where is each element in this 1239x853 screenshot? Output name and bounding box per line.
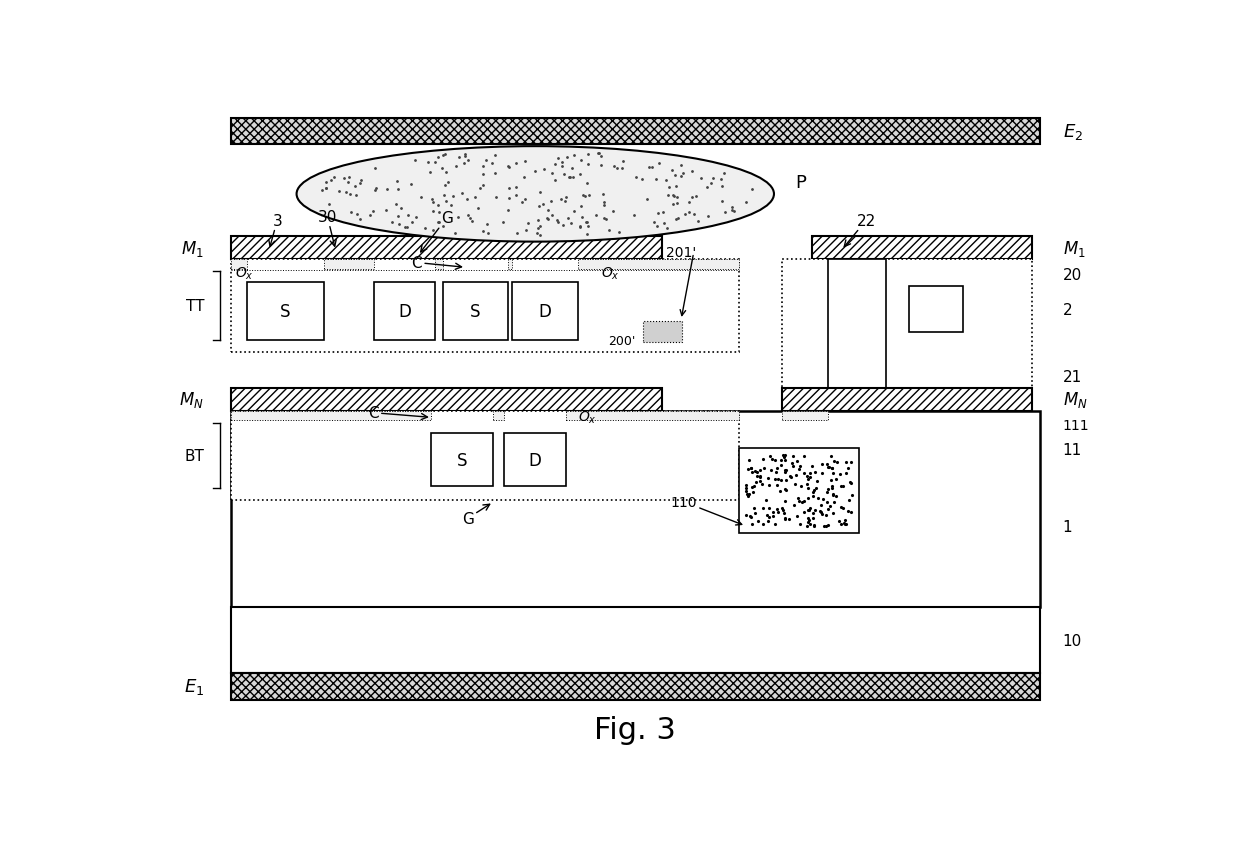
Bar [828,411,886,449]
Bar [232,260,740,352]
Text: 2: 2 [1063,303,1072,317]
Bar [566,411,740,421]
Bar [512,283,577,341]
Text: 201': 201' [667,246,696,259]
Bar [828,260,886,388]
Text: G: G [462,505,489,526]
Ellipse shape [296,147,774,242]
Bar [323,260,374,270]
Text: 11: 11 [1063,443,1082,457]
Text: $O_x$: $O_x$ [601,265,620,282]
Text: $O_x$: $O_x$ [577,409,596,426]
Text: $M_1$: $M_1$ [181,239,204,258]
Text: 111: 111 [1063,418,1089,432]
Text: D: D [529,451,541,469]
Text: 20: 20 [1063,268,1082,283]
Bar [232,411,1040,607]
Text: 200': 200' [608,335,636,348]
Text: 1: 1 [1063,519,1072,534]
Bar [493,411,504,421]
Bar [508,260,512,270]
Text: 22: 22 [844,213,876,247]
Bar [504,433,566,487]
Bar [908,287,963,333]
Text: S: S [457,451,467,469]
Bar [247,283,323,341]
Text: $M_N$: $M_N$ [1063,390,1088,410]
Bar [232,411,431,421]
Text: $O_x$: $O_x$ [235,265,254,282]
Bar [782,260,1032,388]
Bar [442,283,508,341]
Bar [435,260,442,270]
Text: BT: BT [185,449,204,463]
Bar [813,237,1032,260]
Bar [232,260,247,270]
Text: 30: 30 [317,210,337,247]
Text: P: P [795,174,807,192]
Bar [374,283,435,341]
Text: 21: 21 [1063,369,1082,385]
Text: S: S [280,303,290,321]
Bar [232,411,740,500]
Text: C: C [368,406,427,421]
Text: TT: TT [186,299,204,314]
Bar [577,260,740,270]
Text: G: G [421,212,452,252]
Text: $E_2$: $E_2$ [1063,122,1083,142]
Text: D: D [539,303,551,321]
Text: 110: 110 [670,495,742,525]
Bar [232,388,663,411]
Text: $M_1$: $M_1$ [1063,239,1085,258]
Bar [782,388,1032,411]
Text: C: C [411,256,462,270]
Text: 3: 3 [269,213,282,247]
Text: Fig. 3: Fig. 3 [593,715,676,744]
Bar [782,411,828,421]
Bar [431,433,493,487]
Text: S: S [471,303,481,321]
Bar [740,449,859,533]
Bar [643,322,681,343]
Text: $M_N$: $M_N$ [180,390,204,410]
Bar [232,673,1040,700]
Text: D: D [398,303,411,321]
Text: $E_1$: $E_1$ [183,676,204,697]
Text: 10: 10 [1063,633,1082,647]
Bar [232,119,1040,145]
Bar [232,237,663,260]
Bar [232,607,1040,673]
